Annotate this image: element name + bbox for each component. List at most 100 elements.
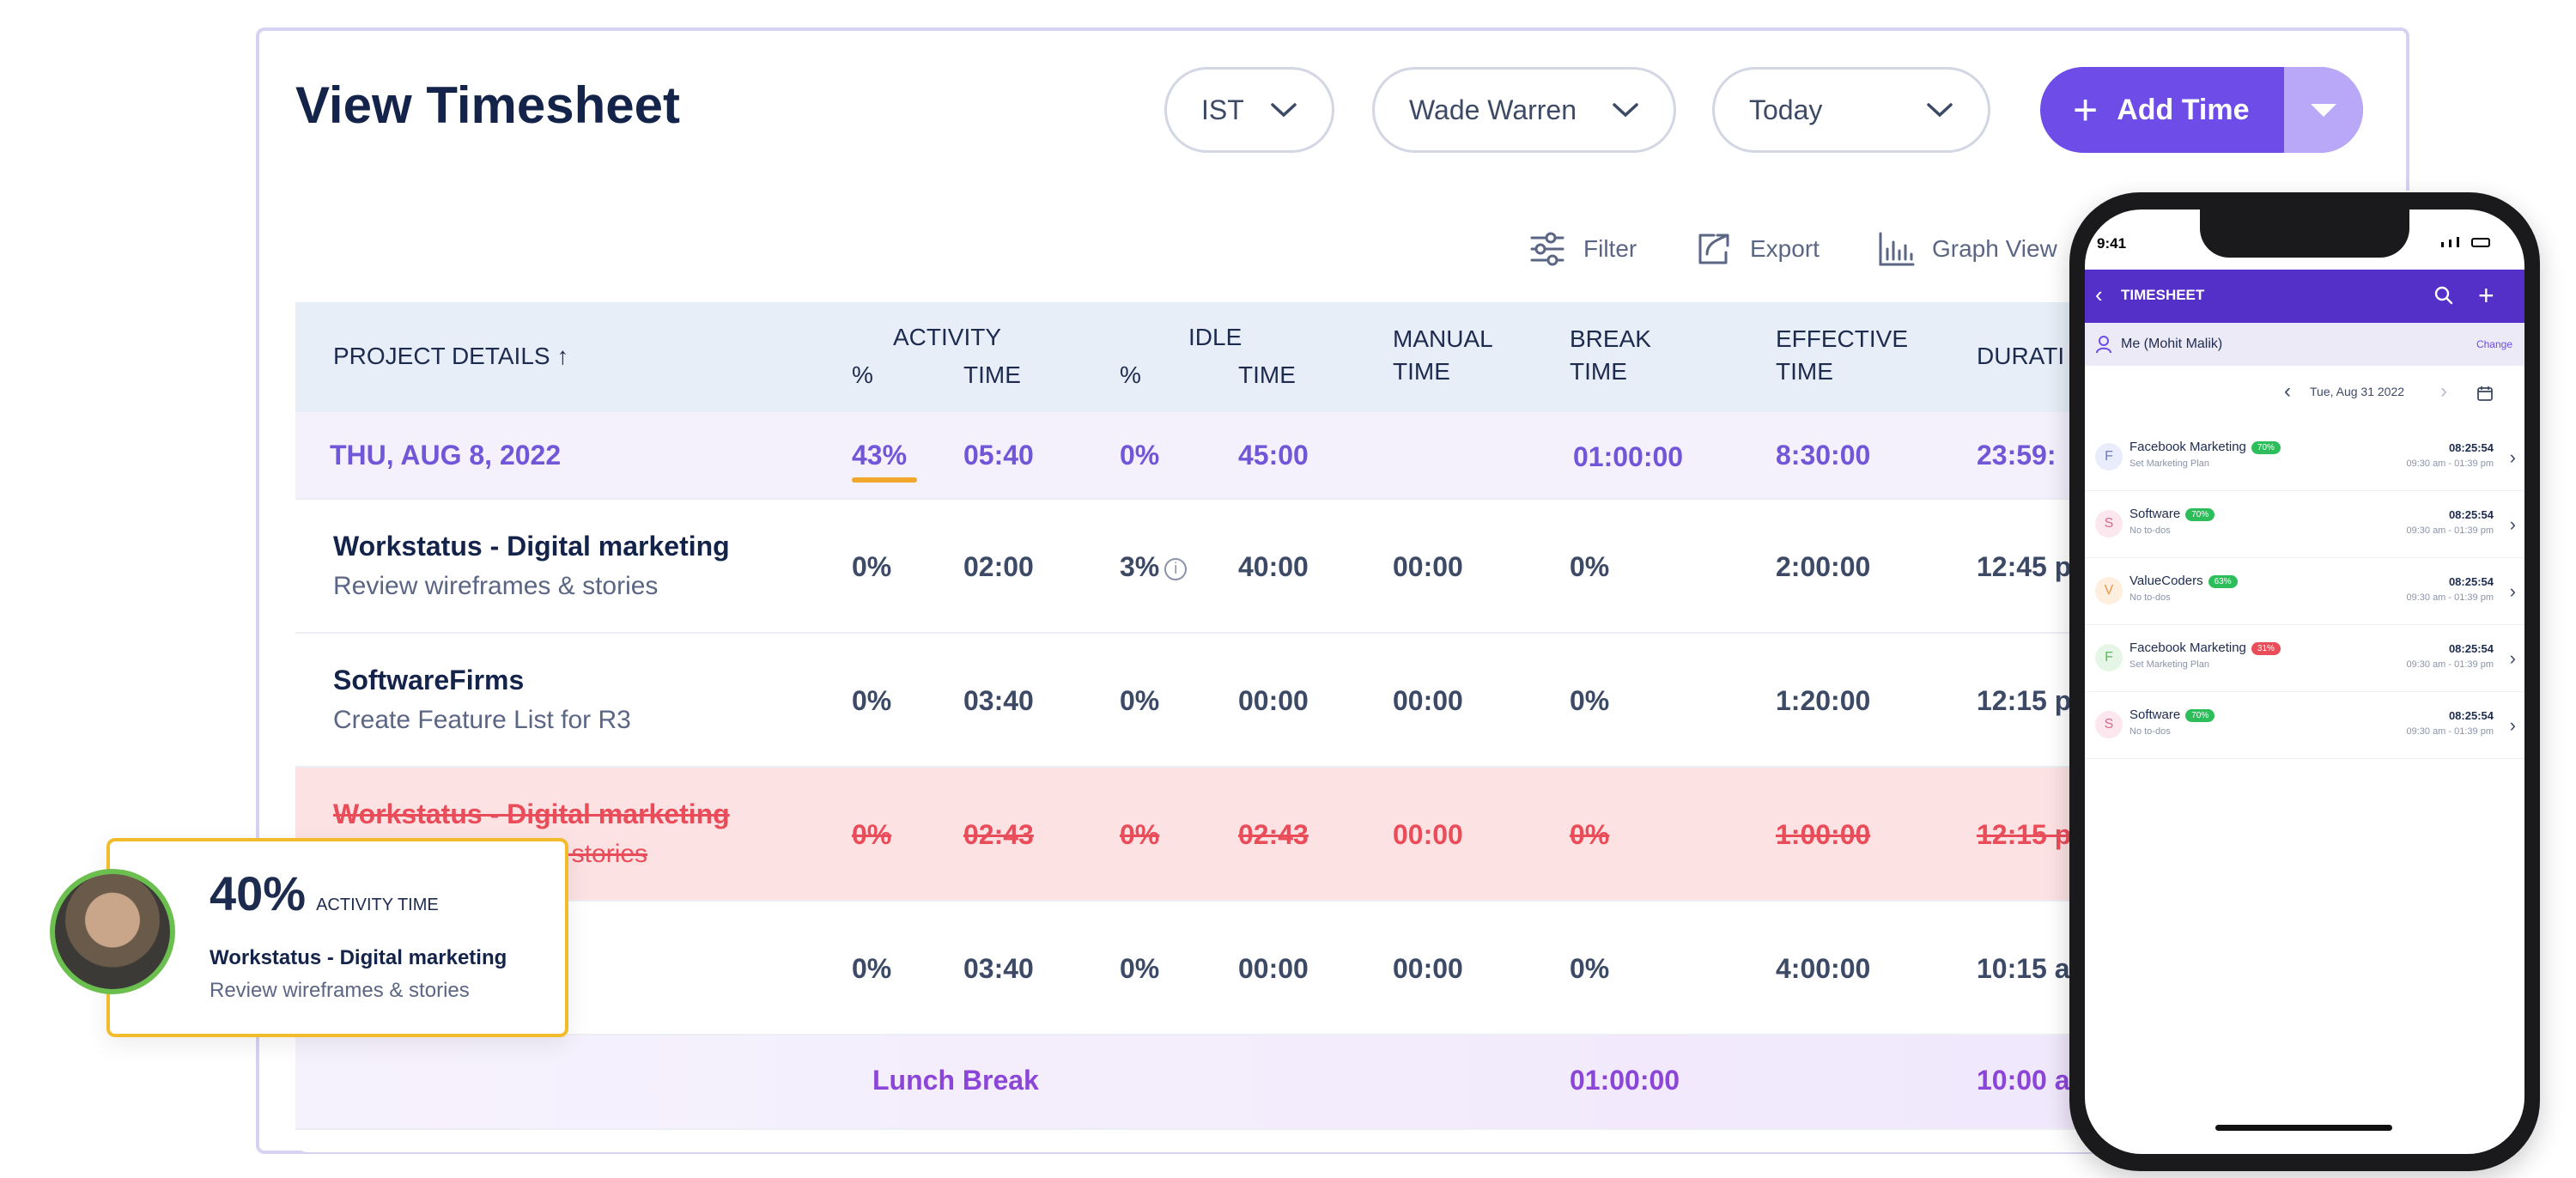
activity-pct: 0%	[852, 819, 892, 850]
next-date-icon[interactable]: ›	[2440, 380, 2447, 403]
idle-time: 45:00	[1238, 440, 1309, 471]
lunch-break-label: Lunch Break	[872, 1065, 1039, 1096]
change-user-link[interactable]: Change	[2476, 338, 2512, 350]
break-time: 01:00:00	[1570, 1065, 1680, 1096]
mobile-list-item[interactable]: F Facebook Marketing 31% Set Marketing Plan…	[2085, 625, 2524, 692]
project-name: Facebook Marketing 70%	[2129, 440, 2281, 454]
activity-badge: 70%	[2251, 440, 2281, 454]
user-select[interactable]: Wade Warren	[1372, 67, 1676, 153]
mobile-user-name: Me (Mohit Malik)	[2121, 337, 2223, 351]
export-icon	[1698, 234, 1729, 264]
duration: 08:25:54	[2448, 508, 2494, 521]
col-idle: IDLE	[1188, 324, 1242, 350]
activity-label: ACTIVITY TIME	[316, 896, 439, 914]
duration: 08:25:54	[2448, 642, 2494, 655]
col-break-time: BREAK TIME	[1570, 325, 1651, 385]
search-icon[interactable]	[2433, 285, 2454, 306]
idle-pct: 0%	[1120, 819, 1160, 850]
mobile-title: TIMESHEET	[2121, 287, 2205, 303]
timezone-select[interactable]: IST	[1164, 67, 1334, 153]
info-icon[interactable]: i	[1164, 557, 1188, 580]
calendar-icon[interactable]	[2476, 385, 2494, 402]
project-todo: Set Marketing Plan	[2129, 659, 2209, 670]
mobile-list-item[interactable]: S Software 70% No to-dos 08:25:54 09:30 am - …	[2085, 491, 2524, 558]
mobile-header: ‹ TIMESHEET +	[2085, 270, 2524, 323]
user-value: Wade Warren	[1409, 94, 1577, 125]
chevron-right-icon[interactable]: ›	[2509, 647, 2516, 669]
duration: 23:59:	[1977, 440, 2057, 471]
mobile-list-item[interactable]: V ValueCoders 63% No to-dos 08:25:54 09:30 am…	[2085, 558, 2524, 625]
timezone-value: IST	[1201, 94, 1244, 125]
mobile-list-item[interactable]: F Facebook Marketing 70% Set Marketing Plan…	[2085, 424, 2524, 491]
break-time: 0%	[1570, 819, 1610, 850]
project-todo: No to-dos	[2129, 726, 2171, 737]
mobile-list-item[interactable]: S Software 70% No to-dos 08:25:54 09:30 am - …	[2085, 692, 2524, 759]
chevron-right-icon[interactable]: ›	[2509, 446, 2516, 468]
project-avatar: S	[2095, 510, 2123, 537]
date-label: THU, AUG 8, 2022	[330, 440, 562, 471]
activity-time: 02:43	[963, 819, 1034, 850]
effective-time: 8:30:00	[1776, 440, 1871, 471]
project-name: Facebook Marketing 31%	[2129, 641, 2281, 655]
effective-time: 2:00:00	[1776, 551, 1871, 582]
status-clock: 9:41	[2097, 235, 2127, 252]
break-time: 01:00:00	[1573, 441, 1684, 472]
activity-time: 05:40	[963, 440, 1034, 471]
project-todo: No to-dos	[2129, 592, 2171, 603]
project-name: Software 70%	[2129, 707, 2215, 722]
time-range: 09:30 am - 01:39 pm	[2406, 458, 2494, 469]
filter-label: Filter	[1583, 235, 1637, 262]
duration: 08:25:54	[2448, 441, 2494, 454]
project-todo: No to-dos	[2129, 525, 2171, 536]
chevron-right-icon[interactable]: ›	[2509, 714, 2516, 736]
graph-view-button[interactable]: Graph View	[1877, 230, 2057, 268]
chevron-right-icon[interactable]: ›	[2509, 580, 2516, 602]
activity-pct: 0%	[852, 953, 892, 984]
back-icon[interactable]: ‹	[2095, 282, 2103, 307]
col-effective-time: EFFECTIVE TIME	[1776, 325, 1909, 385]
col-project-details[interactable]: PROJECT DETAILS ↑	[333, 343, 569, 369]
idle-time: 00:00	[1238, 953, 1309, 984]
project-avatar: F	[2095, 443, 2123, 471]
activity-time: 02:00	[963, 551, 1034, 582]
idle-pct: 0%	[1120, 440, 1160, 471]
manual-time: 00:00	[1393, 819, 1463, 850]
project-todo: Set Marketing Plan	[2129, 458, 2209, 469]
mobile-user-bar: Me (Mohit Malik) Change	[2085, 323, 2524, 366]
tooltip-task: Review wireframes & stories	[210, 979, 470, 1002]
add-icon[interactable]: +	[2478, 280, 2494, 311]
range-select[interactable]: Today	[1712, 67, 1990, 153]
break-time: 0%	[1570, 953, 1610, 984]
prev-date-icon[interactable]: ‹	[2284, 380, 2291, 403]
activity-pct: 0%	[852, 685, 892, 716]
time-range: 09:30 am - 01:39 pm	[2406, 726, 2494, 737]
duration: 10:00 a	[1977, 1065, 2070, 1096]
export-label: Export	[1750, 235, 1820, 262]
add-time-label: Add Time	[2117, 93, 2250, 126]
activity-badge: 70%	[2185, 507, 2215, 521]
mobile-screen: 9:41 ‹ TIMESHEET + Me (Mohit Malik) Chan…	[2085, 209, 2524, 1154]
col-manual-time: MANUAL TIME	[1393, 325, 1493, 385]
project-name: Software 70%	[2129, 507, 2215, 521]
project-avatar: S	[2095, 711, 2123, 738]
project-name: ValueCoders 63%	[2129, 574, 2238, 588]
home-indicator	[2215, 1125, 2392, 1131]
filter-button[interactable]: Filter	[1528, 230, 1637, 268]
add-time-dropdown[interactable]	[2284, 67, 2363, 153]
project-avatar: V	[2095, 577, 2123, 604]
activity-pct: 43%	[852, 440, 908, 471]
duration: 08:25:54	[2448, 709, 2494, 722]
col-idle-time: TIME	[1238, 361, 1296, 388]
project-name: Workstatus - Digital marketing	[333, 798, 730, 829]
idle-time: 00:00	[1238, 685, 1309, 716]
chevron-right-icon[interactable]: ›	[2509, 513, 2516, 535]
add-time-button[interactable]: + Add Time	[2040, 67, 2363, 153]
time-range: 09:30 am - 01:39 pm	[2406, 525, 2494, 536]
duration: 12:15 p	[1977, 685, 2072, 716]
export-button[interactable]: Export	[1695, 230, 1820, 268]
page-title: View Timesheet	[295, 76, 681, 134]
idle-pct-cell: 3% i	[1120, 551, 1188, 583]
chevron-down-icon	[1613, 103, 1638, 118]
filter-icon	[1530, 232, 1564, 266]
break-time: 0%	[1570, 685, 1610, 716]
